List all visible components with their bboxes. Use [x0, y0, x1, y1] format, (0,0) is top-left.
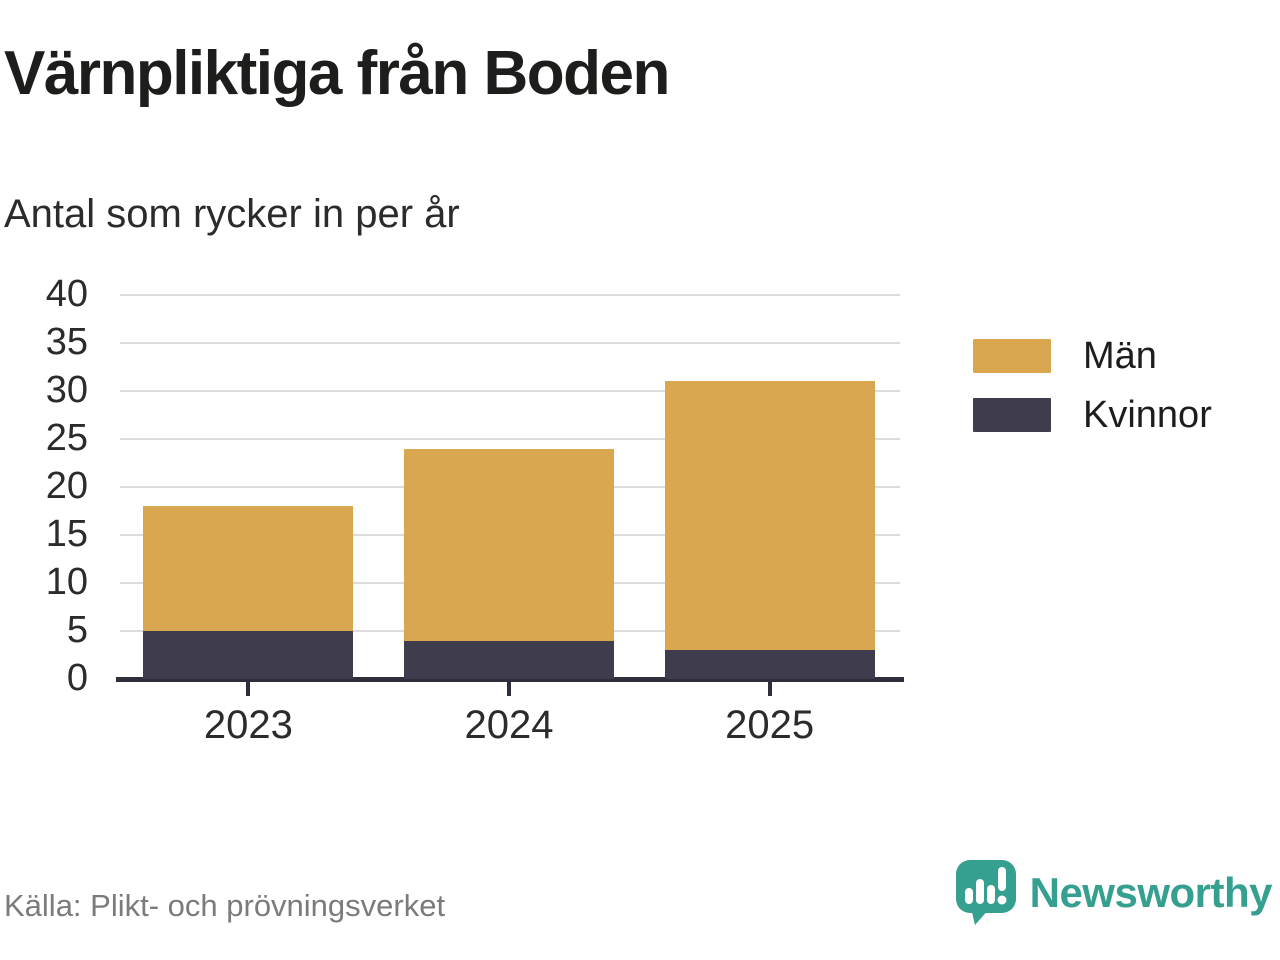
chart-title: Värnpliktiga från Boden	[4, 39, 670, 108]
y-axis-label-25: 25	[45, 417, 88, 459]
y-axis-label-15: 15	[45, 513, 88, 555]
y-axis-label-20: 20	[45, 465, 88, 507]
y-axis: 0 5 10 15 20 25 30 35 40	[0, 275, 100, 697]
gridline-35	[120, 342, 900, 344]
legend-label-man: Män	[1083, 335, 1157, 377]
x-tick-2025	[767, 682, 772, 696]
legend-swatch-man	[973, 339, 1051, 373]
x-axis-label-2023: 2023	[203, 703, 293, 747]
source-note: Källa: Plikt- och prövningsverket	[4, 888, 446, 923]
x-tick-2024	[507, 682, 511, 696]
gridline-30	[120, 390, 900, 392]
bar-2025-man	[664, 381, 875, 651]
legend-item-man: Män	[973, 337, 1212, 375]
legend: Män Kvinnor	[973, 337, 1212, 455]
legend-label-kvinnor: Kvinnor	[1083, 394, 1212, 436]
bar-2024-man	[404, 448, 614, 641]
legend-swatch-kvinnor	[973, 398, 1051, 432]
y-axis-label-10: 10	[45, 561, 88, 603]
brand-wordmark: Newsworthy	[1029, 869, 1273, 916]
plot-area: 2023 2024 2025	[116, 294, 904, 747]
bar-2023-man	[143, 506, 354, 631]
legend-item-kvinnor: Kvinnor	[973, 396, 1212, 434]
newsworthy-logo-icon	[955, 860, 1016, 925]
brand-footer: Newsworthy	[955, 860, 1273, 926]
gridline-40	[120, 294, 900, 296]
y-axis-label-40: 40	[45, 273, 88, 315]
y-axis-label-30: 30	[45, 369, 88, 411]
x-axis-line	[116, 677, 904, 682]
chart-subtitle: Antal som rycker in per år	[4, 192, 460, 236]
gridline-25	[120, 438, 900, 440]
y-axis-label-0: 0	[66, 657, 88, 699]
x-axis-label-2024: 2024	[464, 703, 554, 747]
bar-2023-kvinnor	[143, 631, 354, 679]
y-axis-label-5: 5	[66, 609, 88, 651]
x-axis-label-2025: 2025	[725, 703, 815, 747]
x-tick-2023	[246, 682, 251, 696]
bar-2025-kvinnor	[664, 650, 875, 679]
bar-2024-kvinnor	[404, 640, 614, 679]
y-axis-label-35: 35	[45, 321, 88, 363]
